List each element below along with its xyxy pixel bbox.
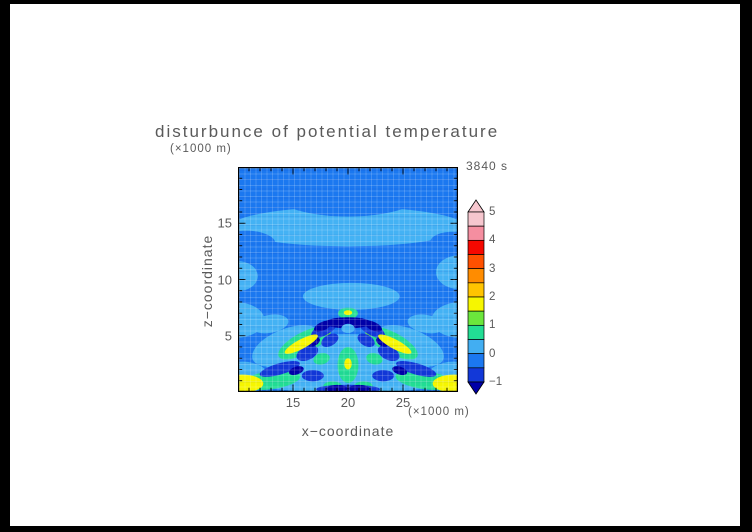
chart-title: disturbunce of potential temperature [155,122,500,141]
contour-heatmap [238,167,458,392]
colorbar-tick-label: 5 [489,206,496,218]
colorbar-tick-label: 4 [489,234,496,247]
x-tick-label: 25 [395,395,411,410]
colorbar-tick-label: −1 [489,376,503,388]
z-tick-label: 10 [217,272,232,287]
colorbar-tick-label: 3 [489,262,496,275]
figure-canvas: disturbunce of potential temperature (×1… [10,4,740,526]
z-tick-label: 15 [217,215,232,231]
x-axis-units-label: (×1000 m) [408,406,470,418]
colorbar-tick-label: 2 [489,291,496,303]
plot-area [238,167,458,392]
colorbar-tick-label: 0 [489,347,496,360]
x-axis-title: x−coordinate [301,423,395,439]
x-tick-label: 15 [285,395,301,410]
x-tick-label: 20 [340,395,356,410]
y-axis-units-label: (×1000 m) [170,143,232,155]
z-tick-label: 5 [224,328,232,344]
colorbar-tick-label: 1 [489,319,496,332]
colorbar [467,199,485,395]
time-annotation: 3840 s [466,159,509,173]
